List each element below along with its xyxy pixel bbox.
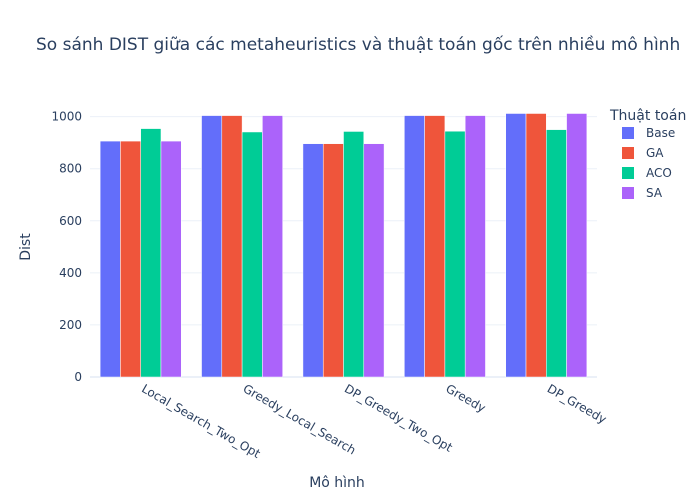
legend-swatch-sa (622, 187, 634, 199)
legend: Thuật toán Base GA ACO SA (609, 108, 686, 200)
bars (99, 113, 588, 378)
bar-base-dp-greedy-two-opt (302, 143, 324, 378)
y-tick-label: 800 (59, 162, 82, 176)
legend-title: Thuật toán (609, 108, 686, 124)
bar-ga-greedy (424, 115, 446, 378)
y-tick-label: 600 (59, 214, 82, 228)
bar-sa-dp-greedy (566, 113, 588, 378)
bar-base-greedy-local-search (201, 115, 223, 378)
bar-base-local-search-two-opt (99, 140, 121, 378)
x-tick-label: DP_Greedy_Two_Opt (342, 381, 455, 454)
bar-sa-dp-greedy-two-opt (363, 143, 385, 378)
bar-base-dp-greedy (505, 113, 527, 378)
bar-ga-dp-greedy-two-opt (322, 143, 344, 378)
legend-label-base: Base (646, 126, 675, 140)
bar-base-greedy (404, 115, 425, 378)
bar-ga-local-search-two-opt (120, 140, 141, 378)
legend-label-sa: SA (646, 186, 663, 200)
bar-aco-dp-greedy-two-opt (343, 131, 365, 378)
x-axis-title: Mô hình (309, 475, 365, 491)
x-tick-label: DP_Greedy (545, 381, 609, 426)
y-axis-title: Dist (18, 233, 34, 261)
bar-aco-dp-greedy (546, 129, 567, 378)
bar-ga-greedy-local-search (221, 115, 243, 378)
legend-label-aco: ACO (646, 166, 672, 180)
legend-label-ga: GA (646, 146, 664, 160)
bar-aco-greedy (444, 130, 466, 378)
bar-sa-greedy-local-search (262, 115, 283, 378)
y-tick-label: 200 (59, 318, 82, 332)
bar-sa-local-search-two-opt (160, 140, 182, 378)
y-tick-label: 0 (74, 370, 82, 384)
bar-ga-dp-greedy (525, 113, 547, 378)
x-tick-label: Greedy (443, 381, 488, 415)
chart-title: So sánh DIST giữa các metaheuristics và … (36, 34, 680, 55)
legend-swatch-aco (622, 167, 634, 179)
bar-aco-local-search-two-opt (140, 128, 162, 378)
bar-sa-greedy (464, 115, 486, 378)
bar-aco-greedy-local-search (241, 131, 263, 378)
y-tick-label: 1000 (51, 110, 82, 124)
legend-swatch-base (622, 127, 634, 139)
legend-swatch-ga (622, 147, 634, 159)
y-tick-label: 400 (59, 266, 82, 280)
